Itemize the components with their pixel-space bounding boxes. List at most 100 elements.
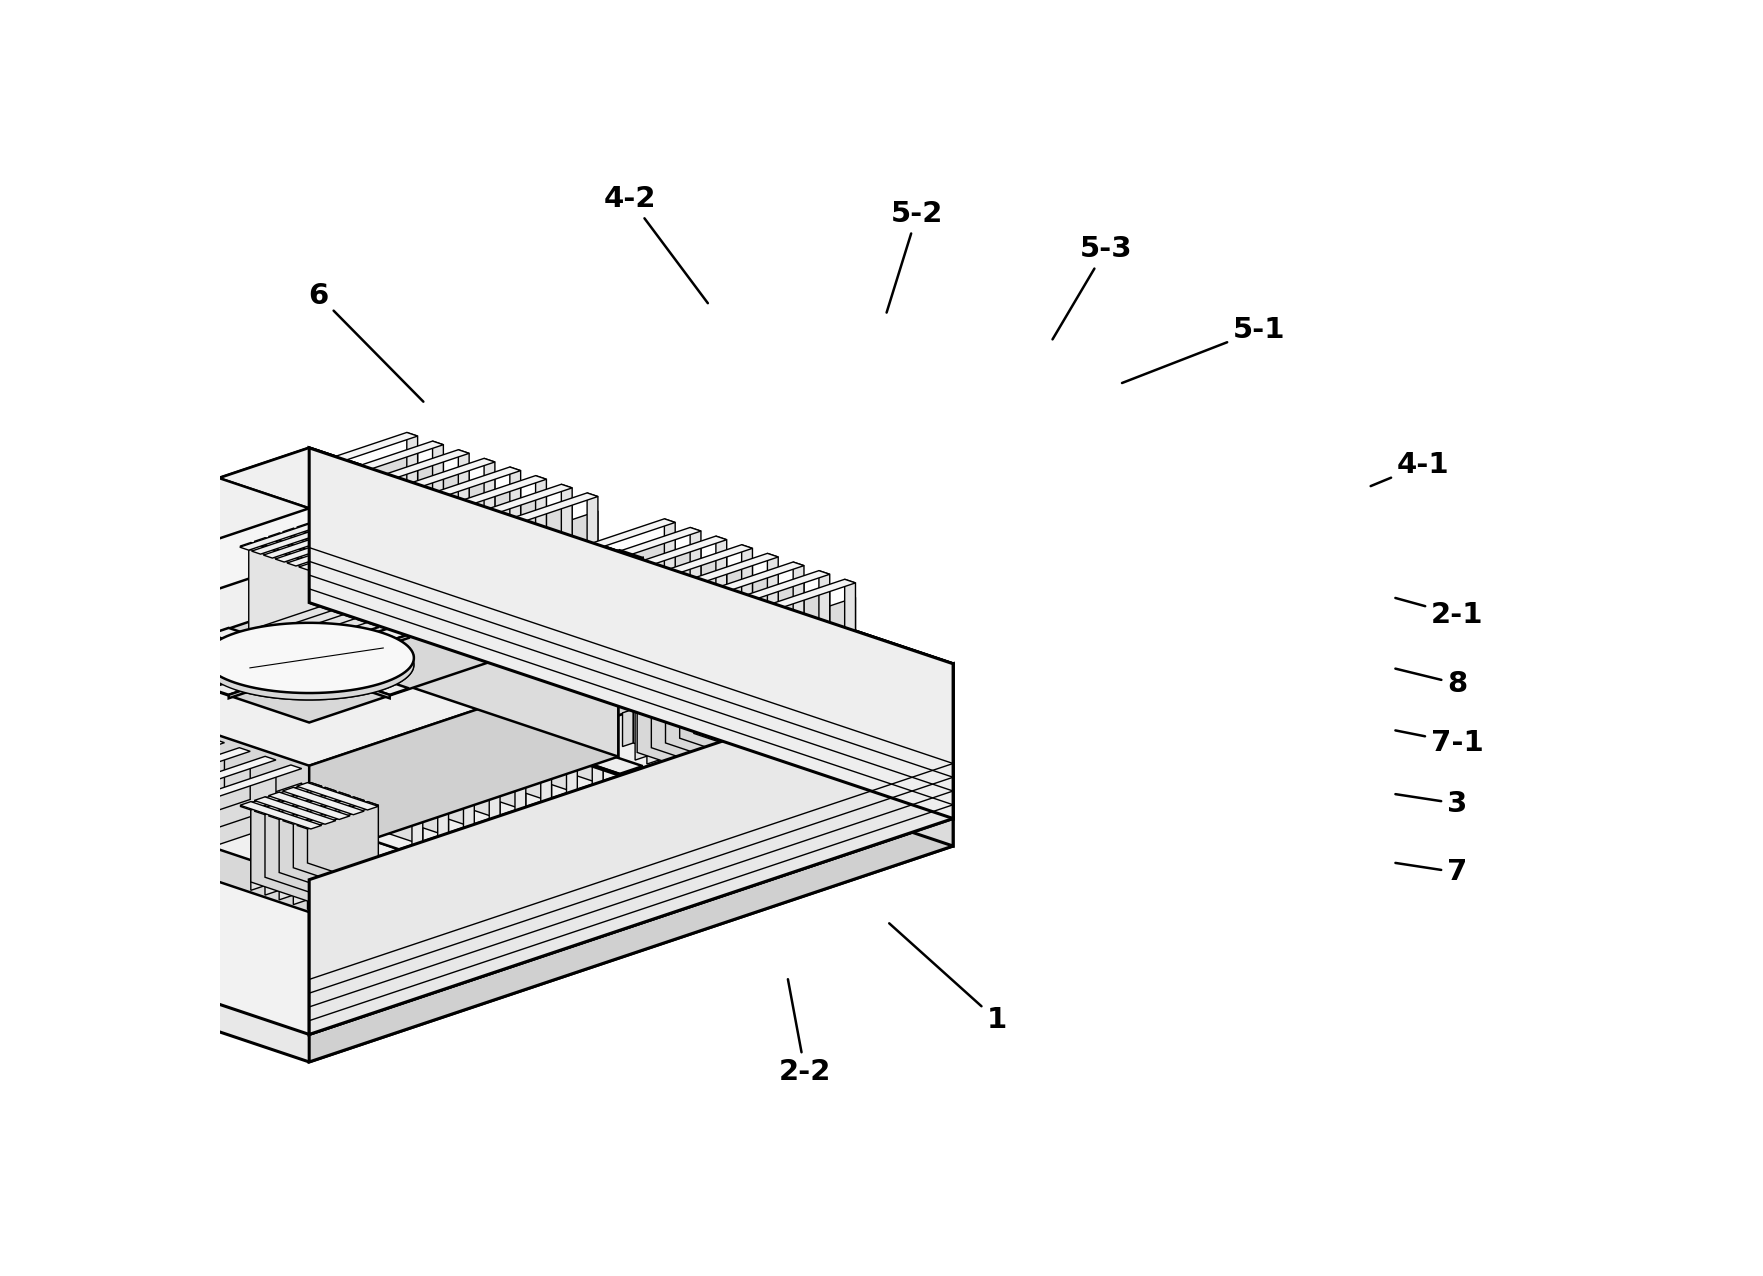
Polygon shape [282,528,365,555]
Polygon shape [464,780,474,832]
Polygon shape [844,579,855,632]
Polygon shape [310,523,319,607]
Polygon shape [338,556,351,641]
Polygon shape [673,678,732,697]
Polygon shape [726,686,737,771]
Polygon shape [712,692,723,775]
Polygon shape [205,630,414,701]
Polygon shape [46,713,146,746]
Polygon shape [210,628,409,695]
Polygon shape [446,476,547,509]
Polygon shape [545,735,555,772]
Polygon shape [250,542,321,647]
Polygon shape [777,643,836,662]
Polygon shape [109,749,199,813]
Polygon shape [695,676,765,780]
Polygon shape [129,601,490,722]
Polygon shape [575,519,675,553]
Polygon shape [145,441,190,491]
Polygon shape [640,667,723,694]
Polygon shape [296,782,379,810]
Polygon shape [293,787,365,892]
Polygon shape [555,735,603,785]
Polygon shape [353,553,365,635]
Polygon shape [338,792,351,877]
Polygon shape [240,523,319,550]
Polygon shape [268,792,351,819]
Polygon shape [0,550,643,775]
Polygon shape [123,769,134,820]
Polygon shape [850,649,860,702]
Polygon shape [820,570,830,623]
Polygon shape [504,753,552,801]
Polygon shape [635,656,705,760]
Polygon shape [32,722,122,786]
Polygon shape [636,554,726,618]
Polygon shape [416,764,474,783]
Polygon shape [309,664,954,1035]
Polygon shape [756,672,765,757]
Polygon shape [240,542,321,570]
Polygon shape [72,722,173,755]
Polygon shape [205,623,414,693]
Polygon shape [307,805,379,910]
Polygon shape [677,554,777,587]
Polygon shape [370,544,379,627]
Polygon shape [324,787,335,872]
Polygon shape [665,519,675,570]
Polygon shape [150,748,250,781]
Polygon shape [279,796,351,900]
Polygon shape [714,581,804,644]
Polygon shape [405,476,495,540]
Polygon shape [293,528,365,633]
Polygon shape [432,441,443,493]
Polygon shape [700,684,710,721]
Polygon shape [81,444,139,463]
Polygon shape [566,745,577,798]
Polygon shape [210,628,409,695]
Polygon shape [592,736,603,789]
Polygon shape [531,744,577,794]
Polygon shape [175,757,277,790]
Polygon shape [56,453,113,472]
Polygon shape [744,669,753,752]
Polygon shape [358,540,367,623]
Polygon shape [467,760,480,799]
Text: 7: 7 [1396,859,1467,887]
Polygon shape [298,544,379,570]
Polygon shape [335,531,344,615]
Polygon shape [263,531,344,558]
Polygon shape [485,458,495,510]
Text: 4-1: 4-1 [1370,450,1449,486]
Polygon shape [391,772,448,792]
Polygon shape [309,602,954,846]
Polygon shape [649,701,659,738]
Polygon shape [610,546,702,610]
Polygon shape [740,681,751,766]
Polygon shape [659,664,730,768]
Polygon shape [287,540,367,567]
Polygon shape [206,434,217,486]
Polygon shape [696,695,709,780]
Polygon shape [420,467,520,501]
Polygon shape [443,755,501,775]
Polygon shape [732,665,742,748]
Polygon shape [309,664,954,1035]
Polygon shape [309,546,379,651]
Polygon shape [740,588,830,652]
Polygon shape [240,782,321,810]
Polygon shape [0,494,37,542]
Polygon shape [83,740,173,804]
Polygon shape [767,554,777,605]
Polygon shape [353,812,365,894]
Polygon shape [310,826,321,910]
Polygon shape [365,796,376,833]
Polygon shape [457,494,547,558]
Polygon shape [652,545,753,578]
Polygon shape [324,820,335,905]
Polygon shape [254,537,335,565]
Polygon shape [134,757,224,820]
Polygon shape [427,778,474,828]
Polygon shape [16,485,62,535]
Polygon shape [633,709,681,759]
